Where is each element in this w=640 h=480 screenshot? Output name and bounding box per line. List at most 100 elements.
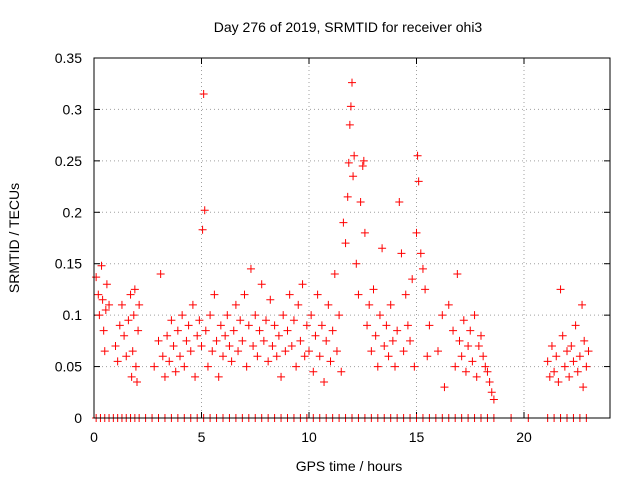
y-tick-label: 0.3 [63,101,83,117]
data-point [296,337,304,345]
data-point [404,321,412,329]
data-point [103,280,111,288]
data-point [387,301,395,309]
data-point [423,352,431,360]
data-point [116,321,124,329]
data-point [385,352,393,360]
plot-frame [94,58,610,418]
data-point [241,291,249,299]
data-point [253,352,261,360]
data-point [307,311,315,319]
data-point [462,368,470,376]
data-point [349,172,357,180]
data-point [170,342,178,350]
data-point [262,316,270,324]
data-point [406,337,414,345]
data-point [114,357,122,365]
data-point [198,342,206,350]
data-point [199,226,207,234]
data-point [572,321,580,329]
data-point [172,368,180,376]
data-point [449,327,457,335]
data-point [189,301,197,309]
data-point [260,337,268,345]
data-point [309,368,317,376]
data-point [98,262,106,270]
data-point [163,332,171,340]
data-point [361,229,369,237]
data-point [236,316,244,324]
data-point [238,337,246,345]
data-point [344,193,352,201]
data-point [243,363,251,371]
x-tick-label: 10 [301,429,317,445]
data-point [176,352,184,360]
data-point [550,368,558,376]
data-point [277,373,285,381]
data-point [200,90,208,98]
data-point [475,342,483,350]
data-point [559,332,567,340]
data-point [380,342,388,350]
data-point [419,265,427,273]
data-point [483,368,491,376]
y-tick-label: 0.1 [63,307,83,323]
data-point [279,311,287,319]
data-point [335,311,343,319]
data-point [230,327,238,335]
data-point [161,373,169,381]
data-point [131,285,139,293]
data-point [165,357,173,365]
data-point [191,373,199,381]
data-point [290,316,298,324]
data-point [486,378,494,386]
data-point [273,352,281,360]
data-point [402,291,410,299]
chart: Day 276 of 2019, SRMTID for receiver ohi… [0,0,640,480]
data-point [376,311,384,319]
data-point [397,249,405,257]
data-point [311,332,319,340]
data-point [128,373,136,381]
data-point [215,373,223,381]
data-point [400,347,408,355]
data-point [208,347,216,355]
data-point [434,347,442,355]
x-tick-label: 15 [409,429,425,445]
data-point [271,321,279,329]
data-point [180,363,188,371]
data-point [477,332,485,340]
data-point [92,273,100,281]
data-point [354,291,362,299]
data-point [453,270,461,278]
data-point [281,347,289,355]
data-point [415,177,423,185]
data-point [201,206,209,214]
data-point [460,316,468,324]
data-point [370,285,378,293]
data-point [456,337,464,345]
data-point [247,265,255,273]
data-point [134,327,142,335]
data-point [178,311,186,319]
data-point [187,347,195,355]
data-point [305,347,313,355]
data-point [382,321,390,329]
data-point [217,321,225,329]
data-point [251,311,259,319]
data-point [275,332,283,340]
data-point [314,291,322,299]
data-point [150,363,158,371]
data-point [554,378,562,386]
data-point [410,363,418,371]
data-point [221,332,229,340]
data-point [210,291,218,299]
data-point [157,270,165,278]
data-point [365,301,373,309]
data-point [438,311,446,319]
data-point [464,342,472,350]
data-point [346,121,354,129]
data-point [182,337,190,345]
data-point [585,347,593,355]
data-point [318,321,326,329]
